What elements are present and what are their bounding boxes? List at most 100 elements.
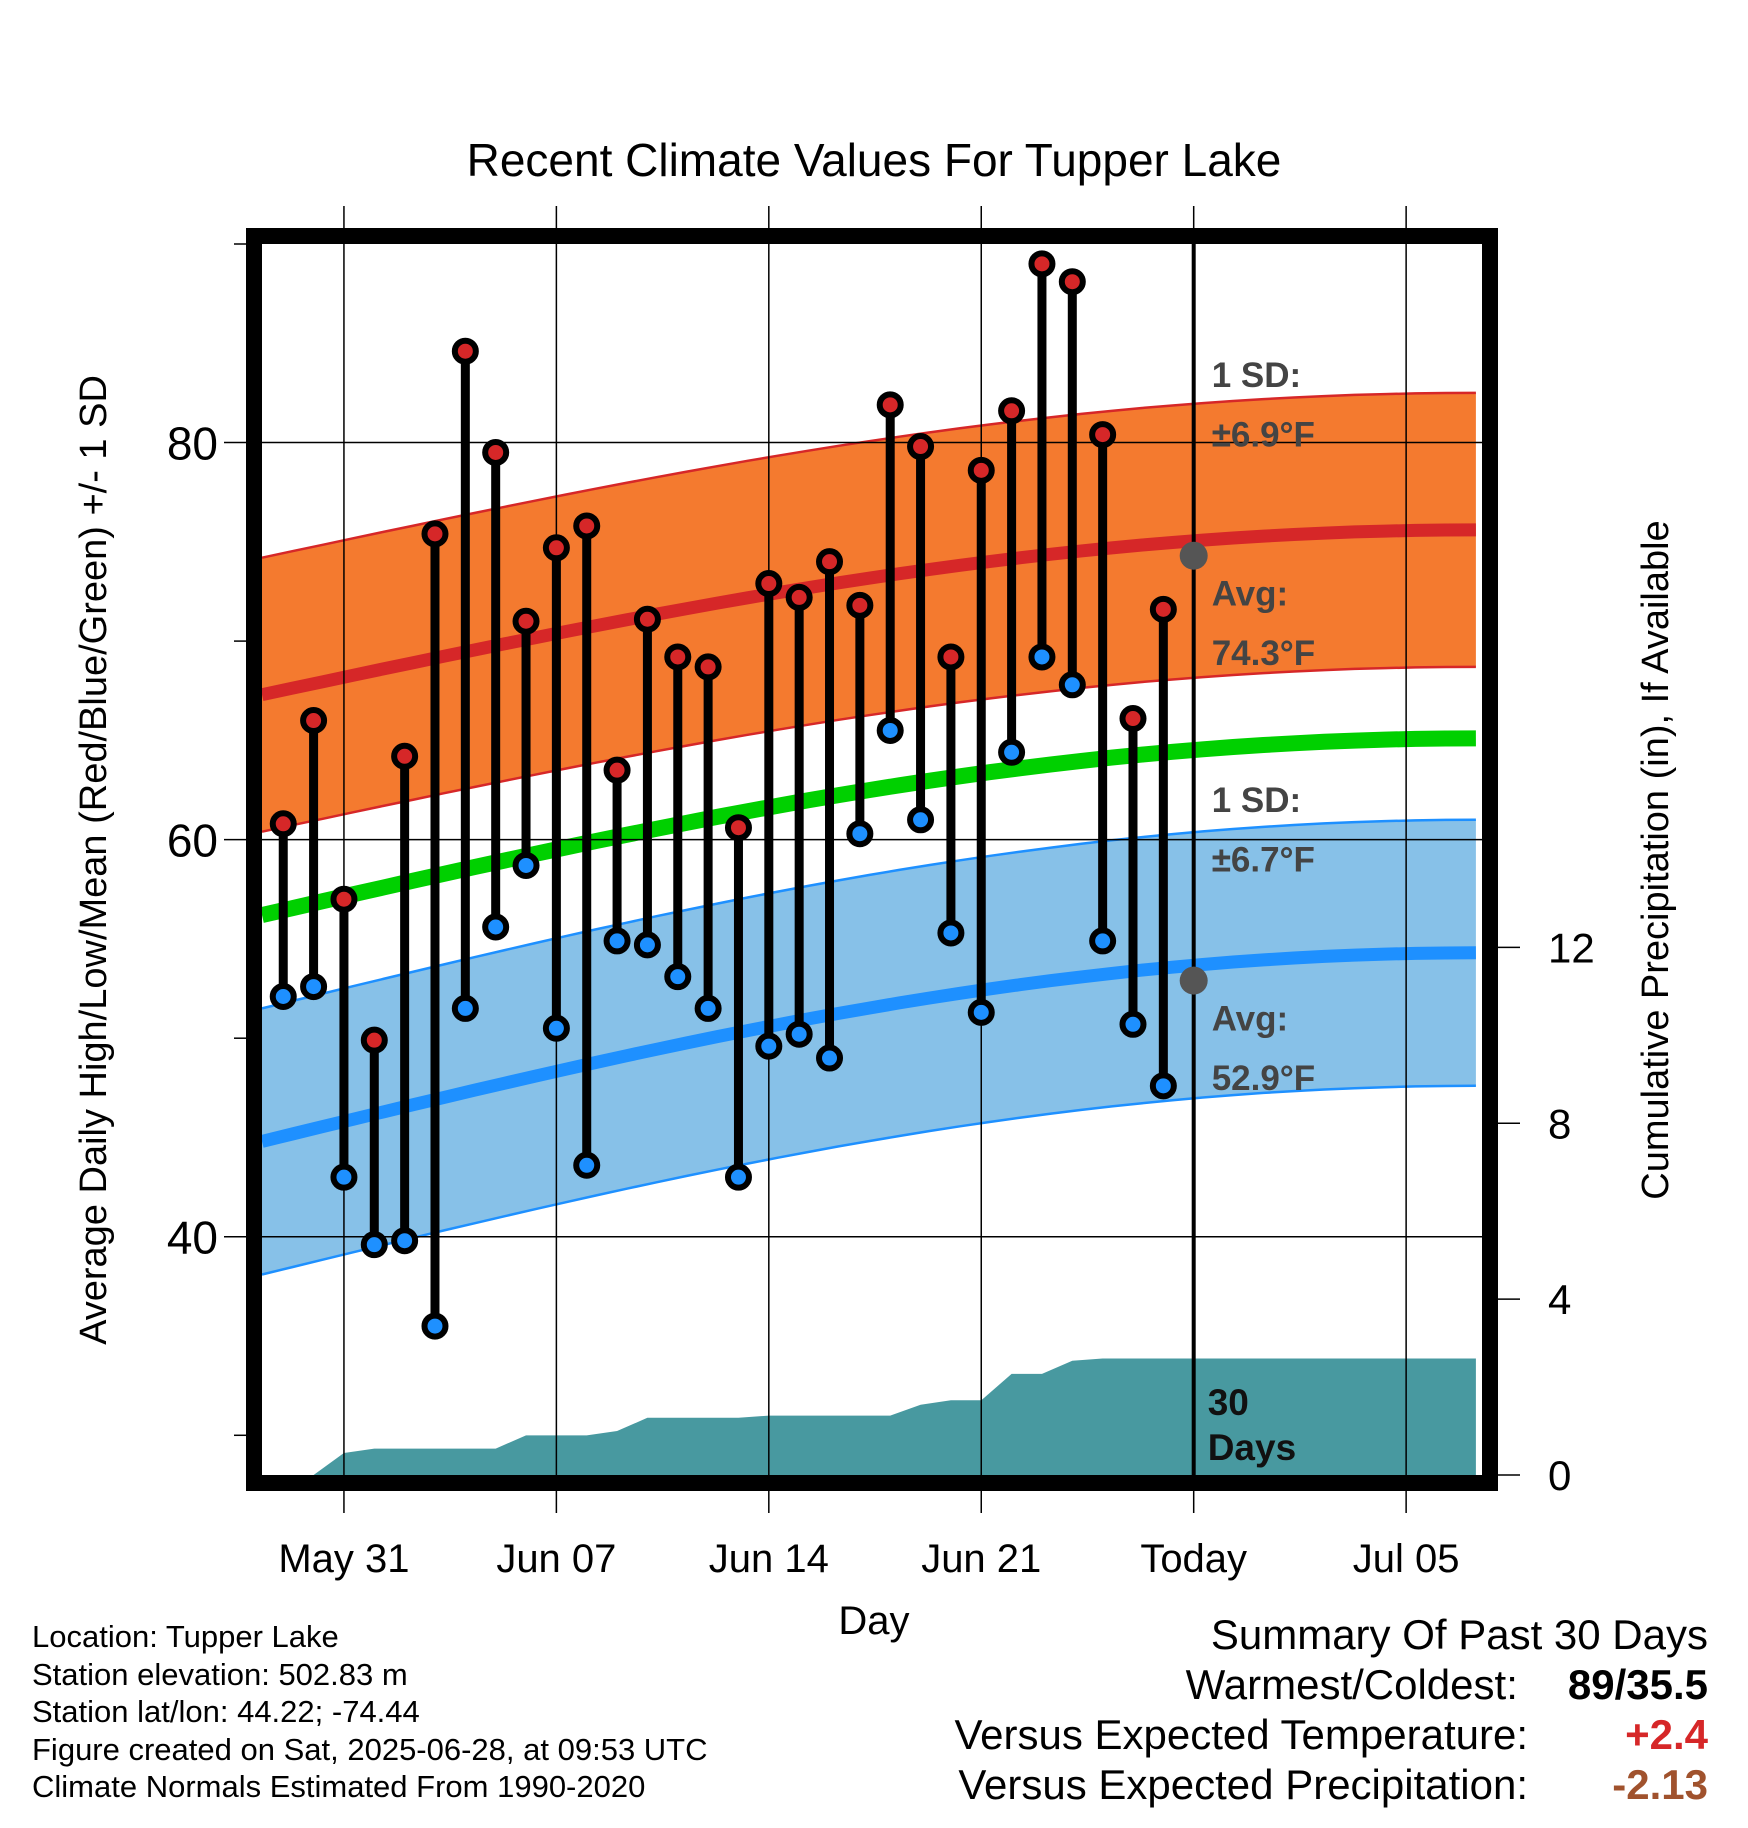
x-tick-label: May 31 [278, 1537, 409, 1581]
warm-cold-value: 89/35.5 [1567, 1661, 1708, 1708]
period-label-line1: 30 [1208, 1382, 1249, 1423]
daily-high-point [937, 643, 965, 671]
daily-high-point [482, 438, 510, 466]
low-normal-line [260, 946, 1476, 1148]
x-tick-label: Jun 07 [496, 1537, 616, 1581]
daily-low-point [330, 1163, 358, 1191]
daily-high-point [907, 433, 935, 461]
daily-high-point [573, 512, 601, 540]
y-axis-label: Average Daily High/Low/Mean (Red/Blue/Gr… [73, 375, 115, 1345]
y-tick-label: 40 [167, 1212, 218, 1264]
daily-high-point [1058, 268, 1086, 296]
precip-value: -2.13 [1612, 1761, 1708, 1808]
daily-low-point [391, 1227, 419, 1255]
daily-low-point [633, 931, 661, 959]
daily-high-point [360, 1026, 388, 1054]
low-sd-band-lower-edge [261, 1084, 1476, 1276]
today-low-normal-marker [1179, 966, 1208, 995]
daily-low-point [1119, 1010, 1147, 1038]
daily-high-point [512, 607, 540, 635]
daily-low-point [1149, 1072, 1177, 1100]
warm-cold-label: Warmest/Coldest: [1185, 1661, 1518, 1708]
low-sd-band [262, 819, 1476, 1275]
low-avg-label: Avg: [1212, 999, 1288, 1038]
daily-high-point [846, 591, 874, 619]
daily-low-point [785, 1020, 813, 1048]
daily-low-point [664, 963, 692, 991]
plot-area: 1 SD: ±6.9°F Avg: 74.3°F 1 SD: ±6.7°F Avg: 52.9… [167, 206, 1595, 1581]
daily-high-point [1028, 250, 1056, 278]
daily-high-point [755, 570, 783, 598]
daily-low-point [482, 913, 510, 941]
high-avg-label: Avg: [1212, 574, 1288, 613]
y2-tick-label: 4 [1548, 1276, 1571, 1323]
latlon-text: Station lat/lon: 44.22; -74.44 [32, 1694, 420, 1729]
low-sd-value: ±6.7°F [1212, 840, 1315, 879]
location-text: Location: Tupper Lake [32, 1619, 339, 1654]
daily-low-point [542, 1014, 570, 1042]
temp-label: Versus Expected Temperature: [954, 1711, 1528, 1758]
x-tick-label: Jul 05 [1353, 1537, 1460, 1581]
created-text: Figure created on Sat, 2025-06-28, at 09… [32, 1731, 708, 1767]
low-sd-label: 1 SD: [1212, 781, 1301, 820]
daily-high-point [633, 605, 661, 633]
temp-row: Versus Expected Temperature: +2.4 [954, 1710, 1708, 1760]
y2-tick-label: 12 [1548, 924, 1595, 971]
daily-high-point [816, 548, 844, 576]
high-avg-value: 74.3°F [1212, 634, 1316, 673]
y2-tick-label: 8 [1548, 1100, 1571, 1147]
precip-label: Versus Expected Precipitation: [958, 1761, 1528, 1808]
daily-high-point [1149, 595, 1177, 623]
daily-low-point [573, 1151, 601, 1179]
daily-low-point [846, 820, 874, 848]
x-tick-label: Jun 14 [709, 1537, 829, 1581]
y-tick-label: 80 [167, 418, 218, 470]
y2-tick-label: 0 [1548, 1452, 1571, 1499]
high-sd-value: ±6.9°F [1212, 416, 1315, 455]
y2-axis-label: Cumulative Precipitation (in), If Availa… [1635, 520, 1677, 1199]
daily-low-point [967, 998, 995, 1026]
plot-frame [246, 228, 1498, 1491]
station-info: Location: Tupper Lake Station elevation:… [32, 1618, 708, 1806]
daily-high-point [967, 456, 995, 484]
daily-high-point [421, 520, 449, 548]
today-high-normal-marker [1179, 541, 1208, 570]
daily-high-point [998, 397, 1026, 425]
daily-high-point [330, 885, 358, 913]
daily-low-point [421, 1312, 449, 1340]
warm-cold-row: Warmest/Coldest: 89/35.5 [954, 1660, 1708, 1710]
daily-low-point [694, 994, 722, 1022]
daily-low-point [1089, 927, 1117, 955]
daily-low-point [1058, 671, 1086, 699]
daily-low-point [451, 994, 479, 1022]
daily-low-point [998, 738, 1026, 766]
daily-low-point [1028, 643, 1056, 671]
daily-high-point [451, 337, 479, 365]
daily-high-point [876, 391, 904, 419]
daily-low-point [876, 716, 904, 744]
daily-high-point [391, 742, 419, 770]
elevation-text: Station elevation: 502.83 m [32, 1656, 408, 1692]
high-sd-label: 1 SD: [1212, 356, 1301, 395]
daily-high-point [1089, 421, 1117, 449]
daily-high-point [724, 814, 752, 842]
precip-area [262, 1358, 1476, 1475]
daily-low-point [755, 1032, 783, 1060]
daily-low-point [603, 927, 631, 955]
daily-high-point [1119, 705, 1147, 733]
daily-low-point [300, 973, 328, 1001]
daily-high-point [664, 643, 692, 671]
daily-high-point [300, 707, 328, 735]
daily-low-point [724, 1163, 752, 1191]
daily-low-point [269, 982, 297, 1010]
daily-high-point [542, 534, 570, 562]
x-tick-label: Today [1140, 1537, 1247, 1581]
period-label-line2: Days [1208, 1427, 1296, 1468]
y-tick-label: 60 [167, 815, 218, 867]
daily-high-point [694, 653, 722, 681]
x-axis-label: Day [838, 1599, 909, 1643]
summary-title: Summary Of Past 30 Days [1210, 1611, 1708, 1658]
daily-low-point [816, 1044, 844, 1072]
normals-text: Climate Normals Estimated From 1990-2020 [32, 1769, 646, 1804]
